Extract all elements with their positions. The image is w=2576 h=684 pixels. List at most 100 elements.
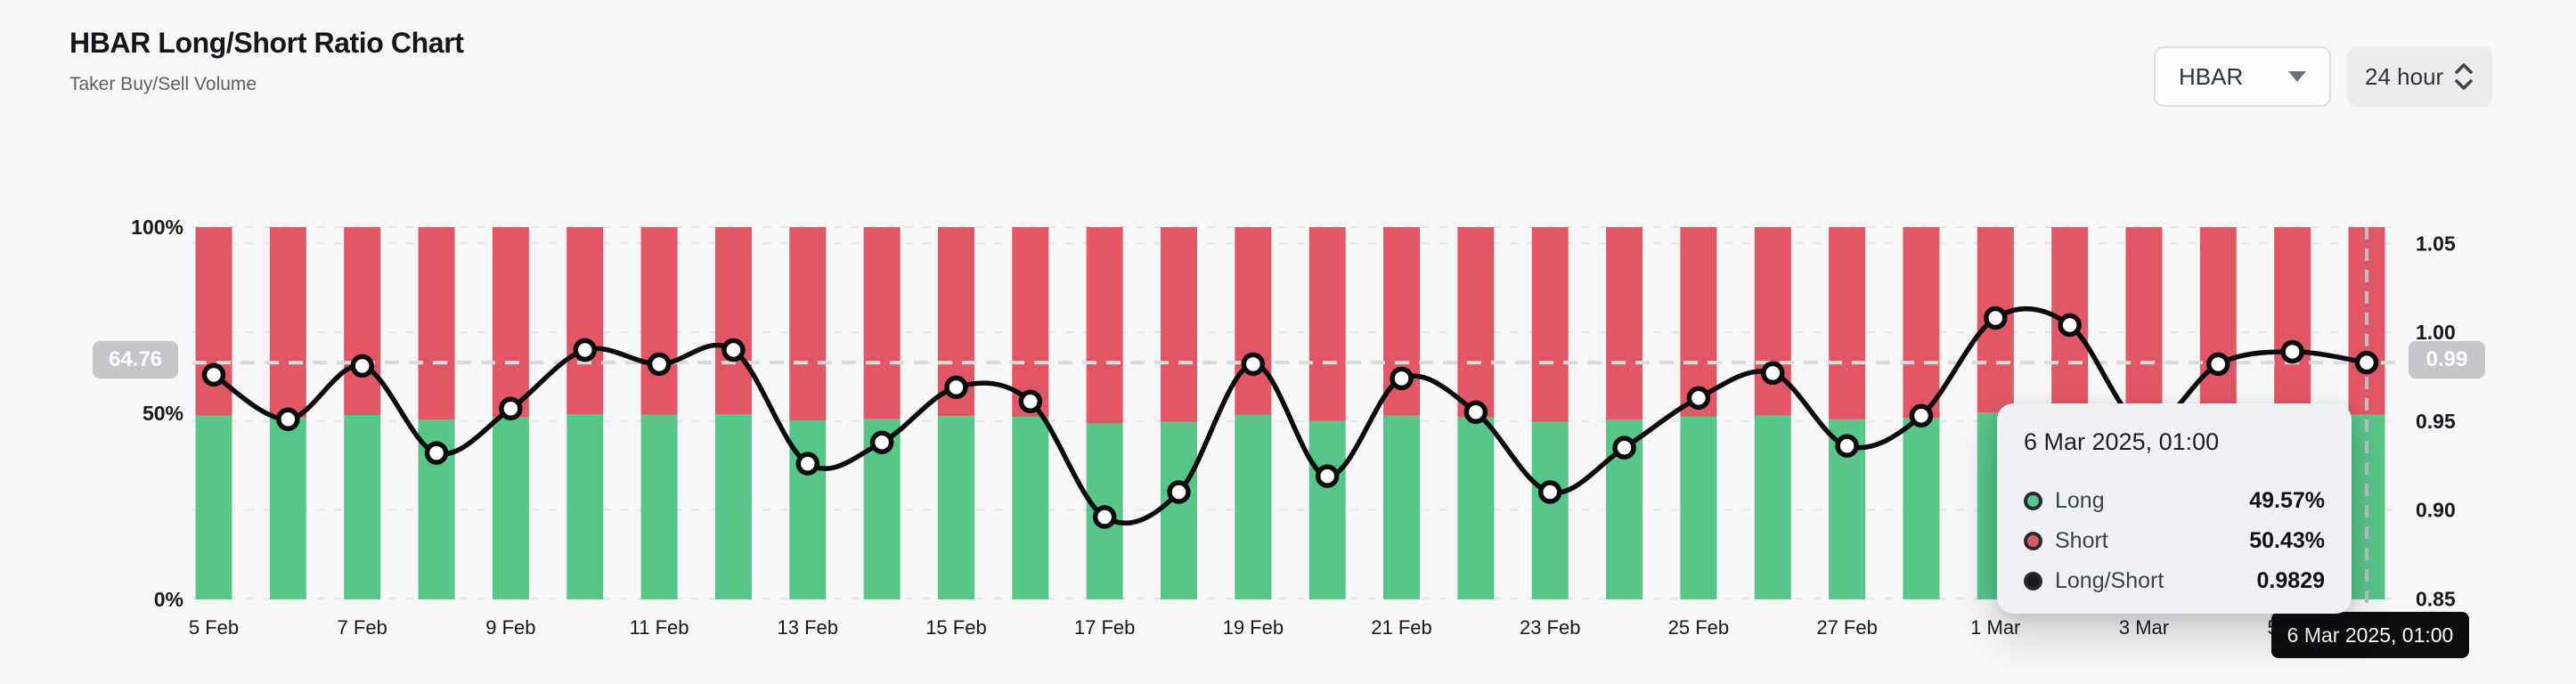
- bar-short: [714, 227, 752, 415]
- ratio-dot: [1909, 403, 1934, 428]
- ratio-dot: [1092, 505, 1117, 529]
- bar-long: [1383, 415, 1421, 599]
- tooltip-value-short: 50.43%: [2249, 528, 2325, 553]
- long-marker-icon: [2024, 492, 2042, 510]
- left-axis-tick: 0%: [154, 588, 183, 611]
- ratio-dot: [2058, 313, 2082, 338]
- ratio-dot: [201, 362, 226, 387]
- ratio-dot: [795, 452, 820, 476]
- bar-long: [1235, 414, 1272, 599]
- ratio-dot: [350, 354, 374, 379]
- bar-long: [269, 418, 306, 599]
- ratio-dot: [721, 338, 746, 362]
- bar-long: [567, 414, 604, 599]
- bar-short: [1531, 227, 1569, 422]
- crosshair-right-axis-badge: 0.99: [2409, 341, 2485, 379]
- bar-long: [1754, 415, 1791, 599]
- ratio-dot: [1835, 434, 1859, 458]
- ratio-dot: [1686, 386, 1711, 411]
- bar-short: [1829, 227, 1866, 419]
- x-axis-tick: 3 Mar: [2119, 616, 2169, 639]
- crosshair-left-axis-badge: 64.76: [93, 341, 178, 379]
- right-axis-tick: 0.90: [2416, 499, 2456, 522]
- page-subtitle: Taker Buy/Sell Volume: [69, 74, 257, 94]
- bar-long: [1308, 420, 1346, 599]
- bar-short: [1606, 227, 1643, 420]
- tooltip-rows: Long 49.57% Short 50.43% Long/Short 0.98…: [2024, 481, 2325, 601]
- right-axis-tick: 0.85: [2416, 587, 2456, 610]
- ratio-dot: [647, 352, 672, 377]
- ratio-dot: [1167, 480, 1191, 504]
- symbol-select-value: HBAR: [2179, 62, 2244, 90]
- bar-long: [714, 414, 752, 599]
- ratio-dot: [1537, 480, 1562, 504]
- tooltip-label-ratio: Long/Short: [2024, 568, 2164, 594]
- bar-long: [1160, 421, 1197, 599]
- ratio-dot: [1984, 305, 2008, 330]
- x-axis-tick: 7 Feb: [338, 616, 387, 639]
- bar-short: [1235, 227, 1272, 415]
- tooltip-row-short: Short 50.43%: [2024, 521, 2325, 561]
- left-axis-tick: 100%: [131, 216, 183, 239]
- bar-long: [937, 416, 974, 599]
- tooltip-label-long: Long: [2024, 488, 2105, 514]
- bar-long: [195, 415, 232, 599]
- ratio-dot: [1241, 352, 1266, 377]
- x-axis-tick: 9 Feb: [485, 616, 535, 639]
- bar-short: [2125, 227, 2163, 419]
- bar-short: [863, 227, 901, 419]
- bar-short: [2274, 227, 2311, 415]
- x-axis-tick: 5 Feb: [189, 616, 239, 639]
- bar-short: [1308, 227, 1346, 421]
- ratio-dot: [1390, 366, 1414, 391]
- page-title: HBAR Long/Short Ratio Chart: [69, 27, 464, 59]
- bar-short: [1457, 227, 1495, 418]
- ratio-dot: [1018, 389, 1043, 414]
- ratio-dot: [1315, 464, 1340, 488]
- tooltip-label-short: Short: [2024, 528, 2108, 554]
- bar-short: [344, 227, 381, 416]
- bar-long: [1903, 418, 1940, 599]
- bar-long: [344, 415, 381, 599]
- x-axis-tick: 13 Feb: [778, 616, 839, 639]
- bar-short: [1903, 227, 1940, 419]
- bar-short: [492, 227, 529, 418]
- bar-short: [1754, 227, 1791, 416]
- tooltip-row-long: Long 49.57%: [2024, 481, 2325, 521]
- right-axis-tick: 0.95: [2416, 410, 2456, 433]
- x-axis-tick: 15 Feb: [925, 616, 987, 639]
- x-axis-tick: 21 Feb: [1371, 616, 1432, 639]
- chart-controls: HBAR 24 hour: [2154, 46, 2492, 107]
- bar-long: [1457, 417, 1495, 599]
- ratio-dot: [499, 396, 523, 421]
- crosshair-date-badge: 6 Mar 2025, 01:00: [2271, 612, 2469, 658]
- bar-short: [1012, 227, 1049, 418]
- ratio-dot: [276, 407, 300, 432]
- caret-down-icon: [2288, 71, 2306, 82]
- right-axis-tick: 1.00: [2416, 321, 2456, 344]
- bar-short: [1680, 227, 1717, 417]
- bar-short: [1086, 227, 1123, 424]
- tooltip-value-long: 49.57%: [2249, 488, 2325, 513]
- ratio-dot: [424, 441, 449, 465]
- tooltip-value-ratio: 0.9829: [2256, 568, 2325, 593]
- bar-short: [269, 227, 306, 419]
- chevron-up-down-icon: [2455, 63, 2473, 90]
- x-axis-tick: 17 Feb: [1074, 616, 1136, 639]
- x-axis-tick: 27 Feb: [1816, 616, 1878, 639]
- bar-long: [1680, 416, 1717, 599]
- bar-long: [640, 414, 678, 599]
- x-axis-tick: 23 Feb: [1520, 616, 1581, 639]
- bar-long: [1531, 421, 1569, 599]
- ratio-dot: [2354, 350, 2379, 375]
- bar-short: [640, 227, 678, 415]
- bar-short: [567, 227, 604, 415]
- right-axis-tick: 1.05: [2416, 232, 2456, 255]
- ratio-dot: [1463, 400, 1488, 425]
- symbol-select[interactable]: HBAR: [2154, 46, 2331, 107]
- interval-select[interactable]: 24 hour: [2347, 46, 2492, 107]
- ratio-dot: [2206, 352, 2230, 377]
- x-axis-tick: 19 Feb: [1223, 616, 1284, 639]
- ratio-dot: [869, 430, 894, 454]
